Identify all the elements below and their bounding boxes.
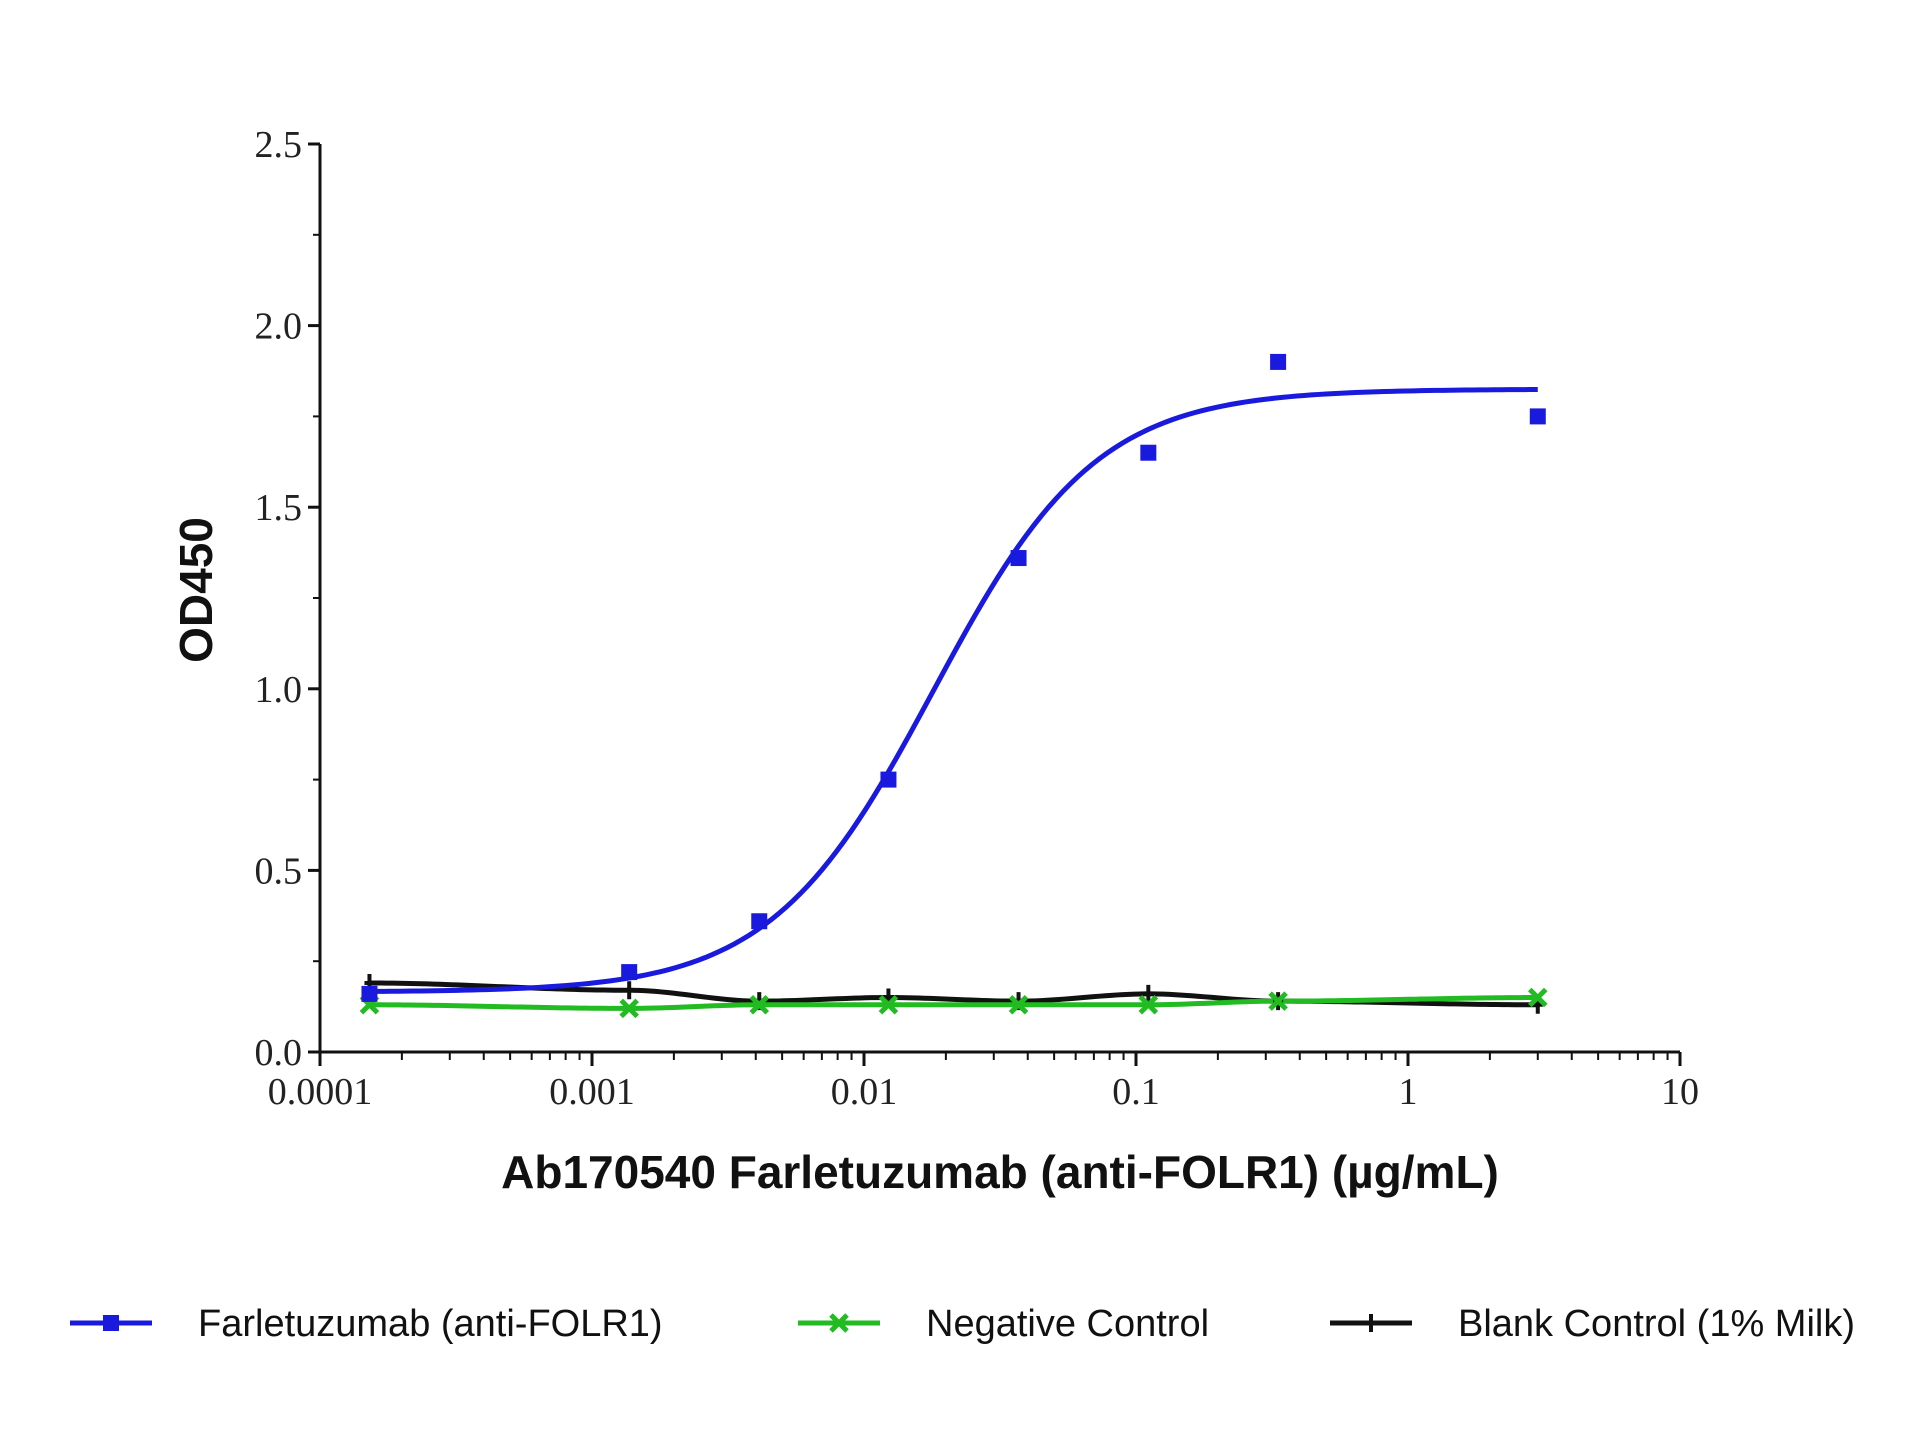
data-point <box>749 995 770 1015</box>
x-axis-title: Ab170540 Farletuzumab (anti-FOLR1) (µg/m… <box>501 1146 1499 1198</box>
data-point <box>1268 991 1288 1011</box>
y-axis-title: OD450 <box>170 517 222 663</box>
data-point <box>1010 550 1027 567</box>
series-line <box>369 387 1538 994</box>
y-tick-label: 2.5 <box>255 124 303 166</box>
x-tick-label: 0.1 <box>1112 1071 1160 1113</box>
y-tick-label: 0.0 <box>255 1032 303 1074</box>
x-tick-label: 0.001 <box>549 1071 635 1113</box>
series-line <box>369 995 1538 1011</box>
y-tick-label: 1.0 <box>255 669 303 711</box>
data-point <box>1143 984 1154 1003</box>
legend: Farletuzumab (anti-FOLR1) Negative Contro… <box>70 1303 1855 1345</box>
axes: 0.0 0.5 1.0 1.5 2.0 2.5 0.0001 0.001 0.01 0.1 1 10 <box>255 124 1700 1113</box>
y-tick-label: 0.5 <box>255 850 303 892</box>
data-point <box>751 913 768 930</box>
data-point <box>361 985 378 1002</box>
data-point <box>619 998 639 1019</box>
data-point <box>1138 995 1159 1015</box>
legend-label: Negative Control <box>926 1303 1209 1345</box>
data-point <box>880 771 897 788</box>
y-tick-label: 1.5 <box>255 487 303 529</box>
x-tick-label: 0.0001 <box>268 1071 373 1113</box>
data-markers <box>359 353 1548 1019</box>
legend-label: Blank Control (1% Milk) <box>1458 1303 1855 1345</box>
data-point <box>1528 987 1548 1008</box>
legend-swatch-marker <box>829 1313 849 1333</box>
data-point <box>1270 353 1287 370</box>
legend-swatch-marker <box>103 1315 119 1331</box>
legend-label: Farletuzumab (anti-FOLR1) <box>198 1303 663 1345</box>
data-point <box>1529 408 1546 425</box>
y-tick-label: 2.0 <box>255 306 303 348</box>
data-point <box>1140 444 1157 461</box>
data-point <box>621 964 638 981</box>
data-point <box>878 995 899 1015</box>
x-tick-label: 10 <box>1661 1071 1699 1113</box>
fitted-curves <box>369 387 1538 1011</box>
x-tick-label: 0.01 <box>831 1071 898 1113</box>
data-point <box>624 981 635 1000</box>
data-point <box>1008 995 1029 1015</box>
legend-swatch-marker <box>1366 1314 1376 1332</box>
x-tick-label: 1 <box>1399 1071 1418 1113</box>
